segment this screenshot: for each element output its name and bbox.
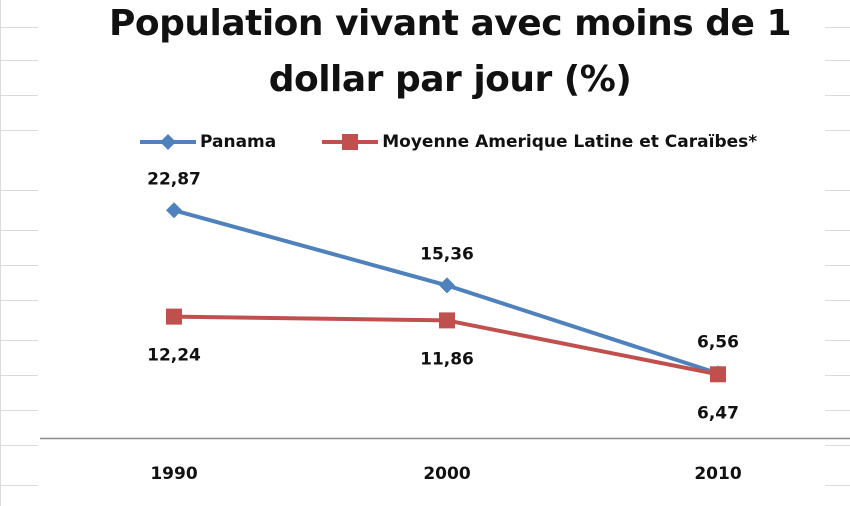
series-0-data-label: 6,56 bbox=[697, 332, 739, 352]
chart-legend: Panama Moyenne Amerique Latine et Caraïb… bbox=[140, 129, 803, 155]
series-1-point bbox=[166, 308, 182, 325]
chart-title-line-1: Population vivant avec moins de 1 bbox=[108, 3, 792, 44]
legend-swatch-latin-america bbox=[322, 134, 379, 150]
series-1-point bbox=[710, 366, 726, 383]
x-tick-label: 1990 bbox=[150, 464, 197, 484]
series-0-point bbox=[166, 202, 182, 219]
x-tick-label: 2000 bbox=[423, 464, 470, 484]
legend-swatch-panama bbox=[140, 134, 196, 150]
series-0-data-label: 22,87 bbox=[147, 169, 201, 189]
series-1-data-label: 6,47 bbox=[697, 403, 739, 423]
series-1-point bbox=[439, 312, 455, 329]
legend-label-latin-america: Moyenne Amerique Latine et Caraïbes* bbox=[382, 132, 758, 152]
x-tick-label: 2010 bbox=[694, 464, 741, 484]
chart-background bbox=[38, 0, 825, 506]
chart-title-line-2: dollar par jour (%) bbox=[268, 59, 632, 100]
series-0-point bbox=[439, 277, 455, 294]
legend-label-panama: Panama bbox=[200, 132, 277, 152]
legend-item-latin-america: Moyenne Amerique Latine et Caraïbes* bbox=[322, 132, 757, 152]
legend-item-panama: Panama bbox=[140, 132, 276, 152]
series-1-data-label: 12,24 bbox=[147, 346, 201, 366]
series-1-data-label: 11,86 bbox=[420, 349, 474, 369]
series-0-data-label: 15,36 bbox=[420, 244, 474, 264]
